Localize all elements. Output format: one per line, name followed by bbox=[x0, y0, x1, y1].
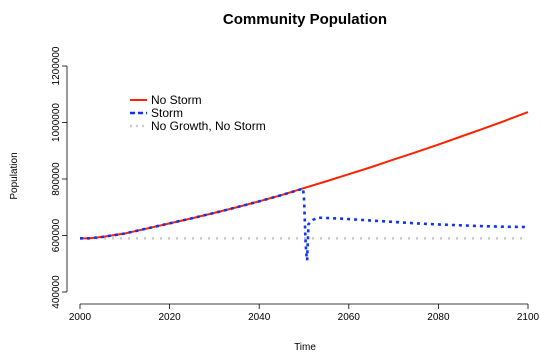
series-line-storm bbox=[80, 186, 529, 261]
legend-label: No Growth, No Storm bbox=[151, 119, 266, 133]
y-tick-label: 1200000 bbox=[51, 46, 62, 85]
axes: 2000 2020 2040 2060 2080 2100 400000 600000 8000… bbox=[51, 46, 540, 323]
chart-title: Community Population bbox=[223, 11, 387, 28]
x-tick-label: 2100 bbox=[517, 312, 540, 323]
y-tick-label: 800000 bbox=[51, 162, 62, 196]
x-tick-label: 2000 bbox=[69, 312, 92, 323]
legend-label: Storm bbox=[151, 106, 183, 120]
y-axis-label: Population bbox=[9, 152, 20, 199]
y-tick-label: 400000 bbox=[51, 275, 62, 309]
x-tick-label: 2040 bbox=[248, 312, 271, 323]
x-axis-label: Time bbox=[294, 342, 316, 353]
y-tick-label: 1000000 bbox=[51, 103, 62, 142]
x-tick-label: 2020 bbox=[158, 312, 181, 323]
x-tick-label: 2060 bbox=[338, 312, 361, 323]
x-tick-label: 2080 bbox=[427, 312, 450, 323]
legend-label: No Storm bbox=[151, 93, 202, 107]
y-tick-label: 600000 bbox=[51, 218, 62, 252]
plot-area bbox=[80, 111, 529, 261]
